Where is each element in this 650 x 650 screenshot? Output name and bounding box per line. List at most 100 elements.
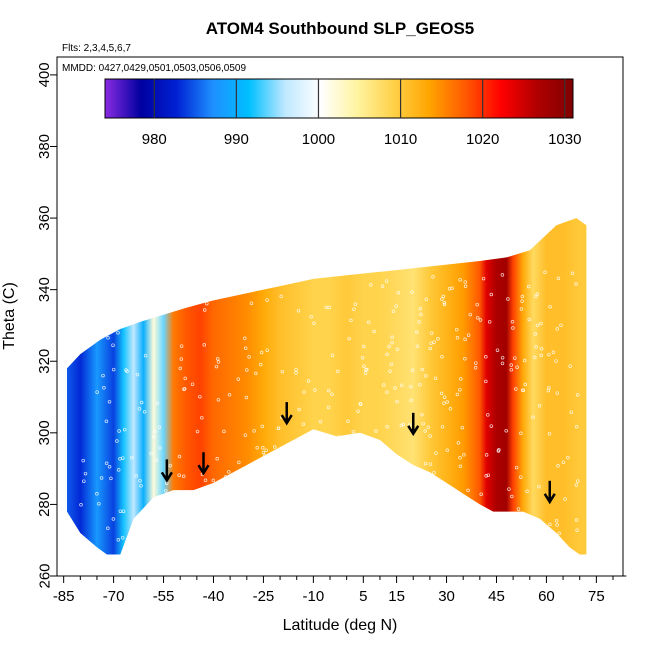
sample-point	[396, 290, 401, 295]
sample-point	[476, 535, 480, 539]
sample-point	[424, 297, 429, 301]
sample-point	[296, 455, 301, 460]
sample-point	[559, 323, 563, 327]
sample-point	[147, 290, 151, 295]
sample-point	[149, 451, 153, 456]
sample-point	[500, 355, 505, 360]
sample-point	[429, 341, 433, 346]
sample-point	[261, 450, 266, 455]
sample-point	[535, 323, 540, 328]
sample-point	[547, 431, 552, 436]
sample-point	[223, 481, 227, 486]
sample-point	[190, 382, 195, 386]
sample-point	[555, 523, 559, 527]
sample-point	[337, 435, 341, 439]
sample-point	[154, 289, 159, 294]
sample-point	[106, 526, 110, 531]
sample-point	[134, 318, 138, 323]
sample-point	[214, 364, 219, 369]
sample-point	[519, 475, 523, 479]
y-tick-label: 380	[36, 134, 53, 159]
sample-point	[259, 350, 264, 355]
sample-point	[372, 329, 376, 334]
sample-point	[214, 500, 219, 505]
sample-point	[441, 294, 446, 299]
sample-point	[455, 392, 460, 397]
sample-point	[509, 363, 513, 367]
sample-point	[385, 390, 389, 394]
sample-point	[182, 506, 187, 511]
sample-point	[128, 312, 132, 317]
sample-point	[285, 454, 289, 458]
sample-point	[400, 383, 404, 387]
sample-point	[157, 425, 162, 429]
sample-point	[543, 270, 547, 275]
sample-point	[179, 344, 184, 348]
sample-point	[117, 429, 121, 433]
x-axis-label: Latitude (deg N)	[283, 617, 398, 634]
sample-point	[440, 355, 444, 359]
sample-point	[276, 532, 281, 537]
x-tick-label: -25	[253, 588, 275, 605]
sample-point	[424, 374, 428, 378]
sample-point	[107, 399, 112, 404]
sample-point	[456, 441, 461, 445]
sample-point	[548, 522, 552, 527]
sample-point	[163, 517, 168, 521]
sample-point	[512, 526, 517, 531]
sample-point	[399, 423, 404, 428]
sample-point	[216, 397, 221, 402]
sample-point	[111, 343, 115, 347]
sample-point	[202, 343, 207, 347]
sample-point	[264, 448, 268, 452]
sample-point	[439, 391, 444, 396]
sample-point	[555, 391, 560, 395]
sample-point	[574, 483, 579, 487]
x-tick-label: -70	[103, 588, 125, 605]
sample-point	[395, 347, 400, 351]
sample-point	[200, 494, 204, 498]
sample-point	[172, 278, 177, 282]
sample-point	[211, 478, 216, 483]
sample-point	[484, 355, 488, 359]
sample-point	[484, 474, 488, 478]
y-axis-label: Theta (C)	[1, 282, 18, 350]
sample-point	[198, 394, 202, 399]
sample-point	[152, 429, 157, 434]
sample-point	[319, 488, 323, 492]
sample-point	[463, 284, 468, 289]
sample-point	[121, 509, 126, 513]
sample-point	[460, 425, 465, 430]
x-tick-label: 75	[588, 588, 605, 605]
sample-point	[520, 294, 525, 299]
sample-point	[297, 407, 301, 412]
sample-point	[152, 434, 156, 439]
sample-point	[513, 356, 517, 360]
sample-point	[455, 327, 459, 332]
sample-point	[516, 507, 521, 511]
sample-point	[390, 340, 394, 345]
sample-point	[99, 476, 104, 480]
sample-point	[462, 453, 466, 457]
sample-point	[347, 336, 351, 341]
sample-point	[440, 424, 445, 429]
sample-point	[232, 291, 236, 295]
sample-point	[481, 276, 486, 281]
sample-point	[555, 327, 560, 331]
sample-point	[330, 353, 335, 357]
sample-point	[243, 433, 248, 437]
sample-point	[296, 503, 300, 508]
sample-point	[237, 460, 241, 465]
sample-point	[252, 429, 256, 433]
sample-point	[111, 367, 116, 372]
sample-point	[176, 532, 180, 536]
sample-point	[576, 479, 580, 483]
sample-point	[138, 478, 142, 483]
sample-point	[515, 365, 519, 370]
sample-point	[401, 422, 406, 427]
sample-point	[400, 502, 405, 506]
y-tick-label: 300	[36, 420, 53, 445]
sample-point	[116, 468, 121, 472]
sample-point	[289, 486, 293, 491]
sample-point	[360, 356, 365, 360]
